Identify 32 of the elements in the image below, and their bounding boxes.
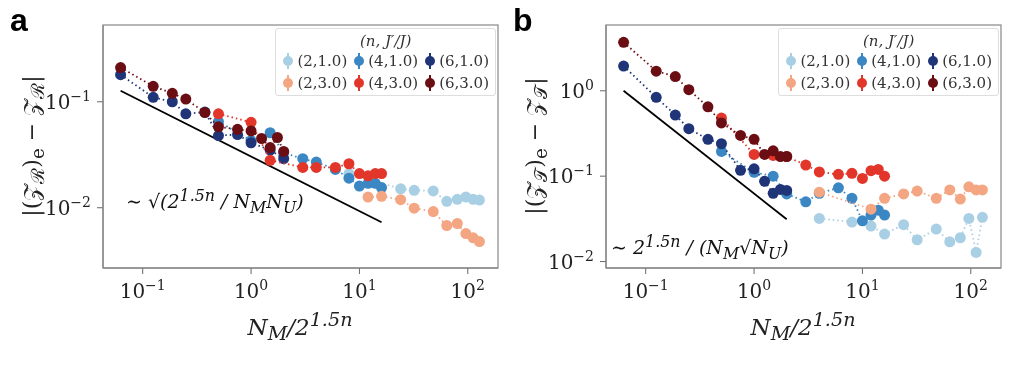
legend-title: (n, J′/J) [862,32,916,50]
legend-label: (4,3.0) [871,74,922,92]
x-tick-label: 10$^{1}$ [845,277,880,303]
x-tick-label: 10$^{2}$ [450,277,485,303]
chart-title: a [10,2,28,39]
legend-label: (4,1.0) [368,52,419,70]
x-tick-label: 10$^{−1}$ [119,277,166,303]
legend-label: (2,3.0) [800,74,851,92]
x-tick-label: 10$^{0}$ [736,277,772,303]
annotation: ∼ √(2$^{1.5n}$ / N$_{M}$N$_{U}$) [126,186,304,218]
legend-label: (6,3.0) [942,74,992,92]
legend-label: (6,1.0) [942,52,992,70]
x-axis-title: N$_{M}$/2$^{1.5n}$ [750,308,856,346]
y-tick-label: 10$^{−2}$ [547,247,594,274]
x-axis-title: N$_{M}$/2$^{1.5n}$ [247,308,353,346]
legend-label: (6,1.0) [439,52,489,70]
x-tick-label: 10$^{0}$ [233,277,269,303]
legend-label: (6,3.0) [439,74,489,92]
y-tick-label: 10$^{−1}$ [547,162,594,189]
x-tick-label: 10$^{−1}$ [622,277,669,303]
legend-label: (2,1.0) [800,52,851,70]
chart-title: b [513,2,533,39]
x-tick-label: 10$^{1}$ [342,277,377,303]
x-tick-label: 10$^{2}$ [953,277,988,303]
legend-title: (n, J′/J) [359,32,413,50]
annotation: ∼ 2$^{1.5n}$ / (N$_{M}$√N$_{U}$) [611,232,789,264]
legend-label: (2,3.0) [297,74,348,92]
legend-label: (4,1.0) [871,52,922,70]
y-tick-label: 10$^{−2}$ [44,193,91,220]
y-tick-label: 10$^{0}$ [559,76,594,103]
legend-label: (2,1.0) [297,52,348,70]
legend-label: (4,3.0) [368,74,419,92]
